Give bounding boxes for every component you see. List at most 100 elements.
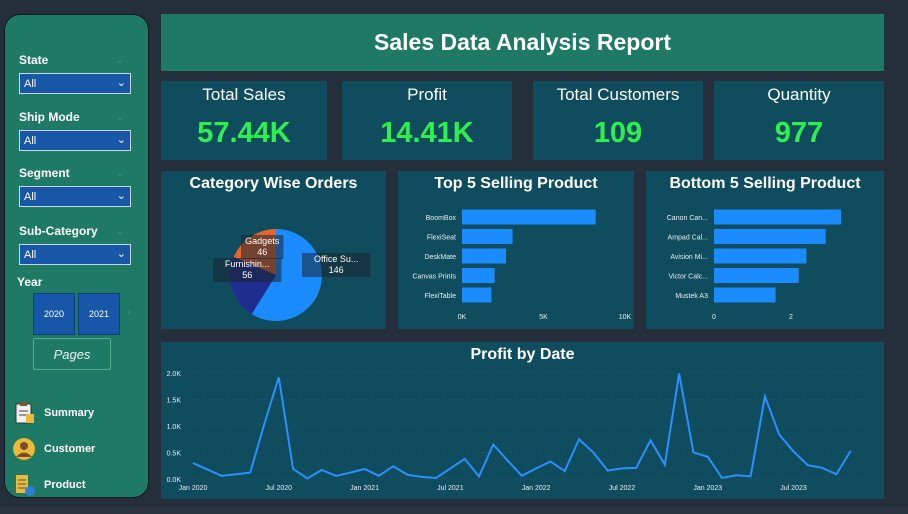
bar-category-label: FlexiSeat: [427, 235, 456, 242]
x-tick-label: Jul 2021: [437, 485, 464, 492]
pie-label-bg: [213, 258, 282, 282]
bar-category-label: Avision Mi...: [670, 254, 708, 261]
y-tick-label: 1.0K: [167, 424, 182, 431]
y-tick-label: 0.0K: [167, 477, 182, 484]
pie-slice: [251, 229, 322, 321]
x-tick-label: Jul 2020: [266, 485, 293, 492]
chevron-down-icon: ⌄: [116, 77, 126, 89]
sub-category-dropdown-value: All: [24, 249, 37, 261]
category-wise-orders-panel: Category Wise Orders Office Su... 146 Furn…: [161, 171, 386, 329]
bottom-5-selling-product-panel: Bottom 5 Selling Product Canon Can... Amp…: [646, 171, 884, 329]
state-slicer-label: State: [19, 53, 49, 67]
y-tick-label: 2.0K: [167, 371, 182, 378]
segment-dropdown-value: All: [24, 191, 37, 203]
pie-slice-label: Gadgets: [245, 236, 280, 246]
state-dropdown-value: All: [24, 78, 37, 90]
bar: [462, 248, 507, 264]
chart-title: Top 5 Selling Product: [434, 175, 598, 192]
nav-summary-label: Summary: [44, 407, 95, 419]
y-tick-label: 0.5K: [167, 451, 182, 458]
pages-button[interactable]: Pages: [33, 338, 111, 370]
chevron-down-icon: ⌄: [116, 134, 126, 146]
pie-slice-value: 56: [242, 270, 252, 280]
x-tick-label: 2: [789, 314, 793, 321]
customer-icon: [13, 438, 35, 460]
top-5-bar-chart: BoomBox FlexiSeat DeskMate Canvas Prints Fle…: [412, 209, 632, 321]
bar-category-label: Victor Calc...: [668, 274, 708, 281]
kpi-title: Quantity: [767, 85, 831, 104]
chevron-down-icon: ⌄: [116, 112, 124, 122]
segment-dropdown[interactable]: All ⌄: [19, 186, 131, 207]
chevron-right-icon[interactable]: ›: [127, 307, 131, 318]
pie-slice-value: 146: [329, 265, 344, 275]
bar: [714, 248, 807, 264]
report-title: Sales Data Analysis Report: [161, 14, 884, 71]
profit-line-chart: 0.0K 0.5K 1.0K 1.5K 2.0K Jan 2020 Jul 2020 Jan …: [167, 371, 865, 492]
state-dropdown[interactable]: All ⌄: [19, 73, 131, 94]
kpi-value: 14.41K: [380, 117, 474, 149]
bar-category-label: Canvas Prints: [412, 274, 456, 281]
x-tick-label: Jul 2023: [780, 485, 807, 492]
pie-label-bg: [241, 235, 284, 259]
nav-product-label: Product: [44, 479, 86, 491]
chevron-down-icon: ⌄: [116, 248, 126, 260]
footer-strip: [0, 507, 908, 514]
x-tick-label: Jan 2021: [350, 485, 379, 492]
x-tick-label: 10K: [619, 314, 632, 321]
segment-slicer-label: Segment: [19, 166, 70, 180]
kpi-value: 57.44K: [197, 117, 291, 149]
pie-slice-label: Furnishin...: [225, 259, 270, 269]
bar-category-label: Ampad Cal...: [668, 235, 709, 242]
bar: [462, 268, 495, 283]
chart-title: Category Wise Orders: [189, 175, 358, 192]
y-tick-label: 1.5K: [167, 398, 182, 405]
x-tick-label: 0K: [458, 314, 467, 321]
bar-category-label: BoomBox: [426, 215, 457, 222]
nav-product[interactable]: Product: [12, 474, 86, 496]
kpi-title: Profit: [407, 85, 447, 104]
kpi-title: Total Sales: [202, 85, 286, 104]
product-icon: [16, 475, 35, 496]
kpi-value: 977: [774, 117, 824, 149]
pie-label-bg: [302, 253, 371, 277]
bar: [714, 229, 826, 244]
bar-category-label: Mustek A3: [675, 293, 708, 300]
chart-title: Bottom 5 Selling Product: [669, 175, 861, 192]
x-tick-label: Jul 2022: [609, 485, 636, 492]
bar: [714, 209, 842, 225]
pie-slice-value: 46: [257, 247, 267, 257]
bar-category-label: FlexiTable: [424, 293, 456, 300]
year-tile-2021[interactable]: 2021: [78, 293, 120, 335]
ship-mode-slicer-label: Ship Mode: [19, 110, 80, 124]
sub-category-slicer-label: Sub-Category: [19, 224, 98, 238]
nav-customer[interactable]: Customer: [12, 438, 95, 460]
year-slicer-label: Year: [17, 275, 43, 289]
clipboard-icon: [15, 402, 34, 424]
bar: [462, 229, 513, 244]
kpi-card-total-customers: Total Customers 109: [533, 81, 703, 160]
chevron-down-icon: ⌄: [116, 55, 124, 65]
pie-slice-label: Office Su...: [314, 254, 358, 264]
ship-mode-dropdown-value: All: [24, 135, 37, 147]
chevron-down-icon: ⌄: [116, 226, 124, 236]
chevron-down-icon: ⌄: [116, 190, 126, 202]
sub-category-dropdown[interactable]: All ⌄: [19, 244, 131, 265]
year-tile-2020[interactable]: 2020: [33, 293, 75, 335]
chart-title: Profit by Date: [470, 346, 575, 363]
x-tick-label: Jan 2020: [179, 485, 208, 492]
bar: [462, 287, 492, 303]
bar: [462, 209, 596, 225]
profit-line: [192, 373, 852, 480]
x-tick-label: 0: [712, 314, 716, 321]
kpi-title: Total Customers: [556, 85, 680, 104]
kpi-card-quantity: Quantity 977: [714, 81, 884, 160]
bottom-5-bar-chart: Canon Can... Ampad Cal... Avision Mi... Vic…: [667, 209, 842, 321]
ship-mode-dropdown[interactable]: All ⌄: [19, 130, 131, 151]
top-5-selling-product-panel: Top 5 Selling Product BoomBox FlexiSeat De…: [398, 171, 634, 329]
bar: [714, 268, 799, 283]
nav-summary[interactable]: Summary: [12, 402, 94, 424]
bar-category-label: Canon Can...: [667, 215, 708, 222]
x-tick-label: 5K: [539, 314, 548, 321]
profit-by-date-panel: Profit by Date 0.0K 0.5K 1.0K 1.5K 2.0K Jan 2…: [161, 342, 884, 499]
